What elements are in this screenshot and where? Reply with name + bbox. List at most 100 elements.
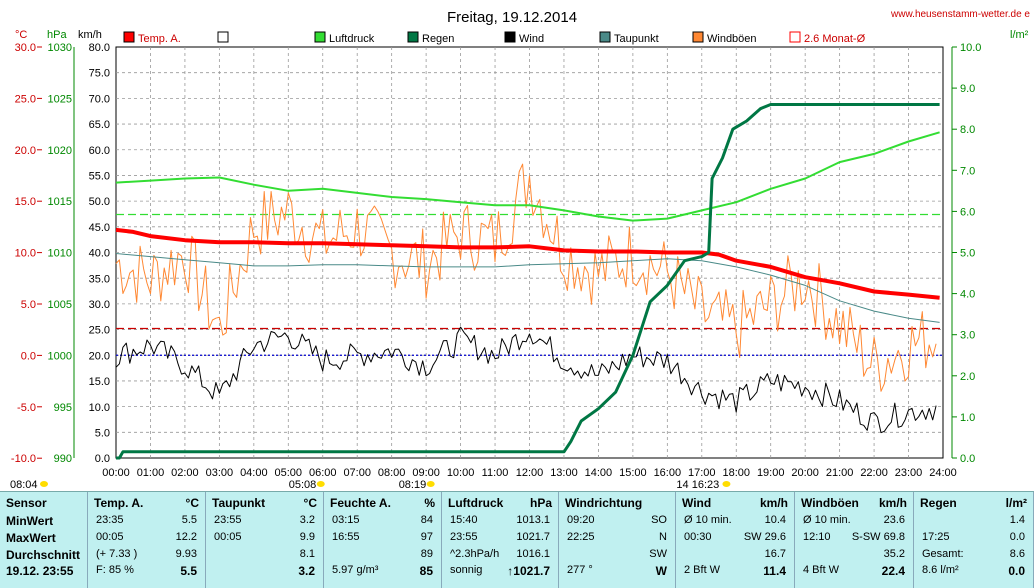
stats-cell: 23:55	[214, 514, 242, 526]
legend-label: Taupunkt	[614, 33, 659, 45]
stats-header: Windrichtung	[565, 496, 643, 510]
legend-swatch	[599, 31, 611, 43]
stats-cell: 12:10	[803, 531, 831, 543]
stats-cell: F: 85 %	[96, 564, 134, 576]
tick-label-time: 23:00	[895, 467, 923, 479]
stats-value: W	[655, 564, 667, 578]
legend-swatch	[407, 31, 419, 43]
tick-label-wind: 75.0	[89, 68, 110, 80]
stats-unit: °C	[185, 496, 199, 510]
stats-cell: 17:25	[922, 531, 950, 543]
stats-value: 3.2	[299, 514, 315, 526]
stats-cell: 8.6 l/m²	[922, 564, 959, 576]
tick-label-time: 21:00	[826, 467, 854, 479]
stats-column-gust: Windböen km/h Ø 10 min. 23.6 12:10 S-SW 69.8 3…	[795, 492, 914, 588]
stats-value: SO	[651, 514, 667, 526]
series-taupunkt	[115, 253, 940, 323]
tick-label-rain: 7.0	[960, 165, 975, 177]
legend-swatch	[789, 31, 801, 43]
tick-label-time: 19:00	[757, 467, 785, 479]
stats-cell: 2 Bft W	[684, 564, 721, 576]
tick-label-time: 13:00	[550, 467, 578, 479]
stats-cell: 15:40	[450, 514, 478, 526]
stats-column-press: Luftdruck hPa 15:40 1013.1 23:55 1021.7 ^2.3hP…	[442, 492, 559, 588]
legend-label: Luftdruck	[329, 33, 375, 45]
stats-cell: Gesamt:	[922, 548, 964, 560]
stats-column-temp: Temp. A. °C 23:35 5.5 00:05 12.2 (+ 7.33 ) 9.93…	[88, 492, 206, 588]
tick-label-wind: 10.0	[89, 402, 110, 414]
stats-value: 1016.1	[516, 548, 550, 560]
stats-cell: 23:55	[450, 531, 478, 543]
tick-label-pressure: 1005	[48, 299, 72, 311]
tick-label-rain: 5.0	[960, 248, 975, 260]
tick-label-pressure: 1030	[48, 42, 72, 54]
stats-cell: 09:20	[567, 514, 595, 526]
row-label-column: Sensor MinWert MaxWert Durchschnitt 19.1…	[0, 492, 88, 588]
tick-label-wind: 60.0	[89, 145, 110, 157]
sun-marker-label: 08:04	[10, 479, 38, 491]
stats-value: 8.6	[1009, 548, 1025, 560]
stats-cell: 4 Bft W	[803, 564, 840, 576]
tick-label-time: 16:00	[654, 467, 682, 479]
tick-label-time: 01:00	[137, 467, 165, 479]
tick-label-temp: 30.0	[15, 42, 36, 54]
stats-value: 1.4	[1009, 514, 1025, 526]
tick-label-time: 12:00	[516, 467, 544, 479]
legend-swatch	[504, 31, 516, 43]
tick-label-pressure: 995	[54, 402, 72, 414]
rain-unit: l/m²	[1010, 29, 1029, 41]
tick-label-rain: 8.0	[960, 124, 975, 136]
stats-header: Wind	[682, 496, 712, 510]
stats-cell: (+ 7.33 )	[96, 548, 138, 560]
tick-label-wind: 35.0	[89, 273, 110, 285]
tick-label-rain: 4.0	[960, 289, 975, 301]
sun-icon	[722, 481, 731, 487]
tick-label-pressure: 1000	[48, 350, 72, 362]
tick-label-rain: 10.0	[960, 42, 981, 54]
legend-label: Temp. A.	[138, 33, 181, 45]
stats-value: 23.6	[883, 514, 905, 526]
stats-column-dew: Taupunkt °C 23:55 3.2 00:05 9.9 8.1 3.2	[206, 492, 324, 588]
stats-header: Windböen	[801, 496, 859, 510]
tick-label-time: 24:00	[929, 467, 957, 479]
tick-label-time: 07:00	[343, 467, 371, 479]
stats-value: N	[659, 531, 667, 543]
stats-cell: 03:15	[332, 514, 360, 526]
website-link[interactable]: www.heusenstamm-wetter.de e	[890, 9, 1030, 20]
tick-label-wind: 5.0	[95, 428, 110, 440]
sun-markers: 08:04 05:08 08:19 14 16:23	[10, 479, 731, 491]
stats-value: 9.93	[175, 548, 197, 560]
tick-label-pressure: 1015	[48, 196, 72, 208]
tick-label-wind: 55.0	[89, 171, 110, 183]
stats-unit: l/m²	[1005, 496, 1027, 510]
stats-value: ↑1021.7	[507, 564, 550, 578]
stats-value: 16.7	[764, 548, 786, 560]
tick-label-time: 15:00	[619, 467, 647, 479]
tick-label-wind: 40.0	[89, 248, 110, 260]
tick-label-time: 09:00	[412, 467, 440, 479]
tick-label-time: 10:00	[447, 467, 475, 479]
stats-cell: 00:30	[684, 531, 712, 543]
stats-unit: km/h	[759, 496, 788, 510]
tick-label-rain: 1.0	[960, 412, 975, 424]
tick-label-temp: 10.0	[15, 248, 36, 260]
stats-unit: hPa	[529, 496, 552, 510]
stats-value: 5.5	[181, 514, 197, 526]
sun-marker-label: 05:08	[289, 479, 317, 491]
stats-cell: SW 29.6	[743, 531, 786, 543]
stats-cell: Ø 10 min.	[803, 514, 851, 526]
tick-label-time: 17:00	[688, 467, 716, 479]
tick-label-time: 08:00	[378, 467, 406, 479]
tick-label-wind: 0.0	[95, 453, 110, 465]
tick-label-pressure: 1025	[48, 93, 72, 105]
legend: Temp. A. Luftdruck Regen Wind Taupunkt Windbö…	[123, 31, 866, 45]
tick-label-temp: 5.0	[21, 299, 36, 311]
tick-label-temp: 0.0	[21, 350, 36, 362]
stats-value: 1013.1	[516, 514, 550, 526]
row-label-min: MinWert	[6, 514, 54, 528]
pressure-unit: hPa	[47, 29, 67, 41]
stats-header: Luftdruck	[448, 496, 504, 510]
stats-cell: 16:55	[332, 531, 360, 543]
stats-cell: 22:25	[567, 531, 595, 543]
stats-cell: sonnig	[450, 564, 483, 576]
